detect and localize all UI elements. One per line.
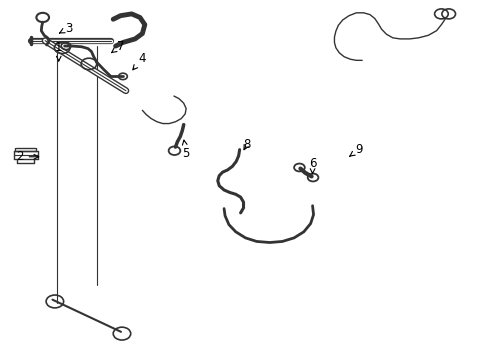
Text: 2: 2 [16, 150, 39, 163]
Text: 3: 3 [60, 22, 72, 35]
Text: 1: 1 [55, 41, 62, 61]
Text: 5: 5 [182, 140, 189, 160]
Text: 9: 9 [349, 143, 362, 156]
Text: 8: 8 [243, 138, 250, 151]
Text: 7: 7 [111, 40, 124, 53]
Text: 6: 6 [308, 157, 316, 174]
Text: 4: 4 [133, 52, 146, 70]
